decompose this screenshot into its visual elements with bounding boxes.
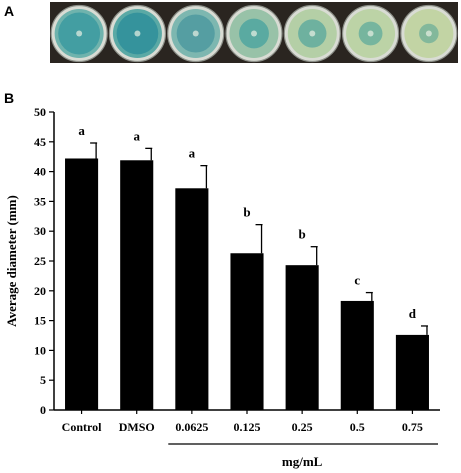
category-label: 0.5: [350, 420, 365, 434]
category-label: 0.125: [234, 420, 261, 434]
significance-letter: b: [299, 227, 306, 242]
category-label: DMSO: [119, 420, 155, 434]
bars: a a a b b c d: [65, 123, 429, 410]
bar: [340, 300, 374, 410]
petri-dish: [167, 4, 225, 63]
bar: [285, 265, 319, 410]
category-label: Control: [62, 420, 102, 434]
inoculum-plug: [76, 30, 83, 37]
significance-letter: a: [133, 128, 140, 143]
inoculum-plug: [134, 30, 141, 37]
petri-dish: [341, 4, 400, 63]
petri-dish: [283, 4, 341, 63]
y-tick-label: 30: [34, 224, 46, 238]
panel-b-label: B: [4, 90, 14, 106]
bar: [395, 334, 429, 410]
category-label: 0.25: [292, 420, 313, 434]
y-tick-label: 15: [34, 314, 46, 328]
y-tick-label: 10: [34, 343, 46, 357]
bar: [65, 158, 99, 410]
significance-letter: a: [78, 123, 85, 138]
y-tick-label: 25: [34, 254, 46, 268]
petri-dish: [50, 4, 108, 63]
petri-dish: [400, 4, 458, 63]
y-tick-label: 0: [40, 403, 46, 417]
y-tick-label: 40: [34, 165, 46, 179]
plates-photo: [50, 4, 458, 63]
x-axis-title: mg/mL: [282, 454, 323, 469]
significance-letter: d: [409, 306, 417, 321]
y-axis-title: Average diameter (mm): [4, 195, 19, 327]
y-tick-label: 5: [40, 373, 46, 387]
category-label: 0.75: [402, 420, 423, 434]
category-labels: Control DMSO 0.0625 0.125 0.25 0.5 0.75: [62, 410, 423, 434]
bar: [230, 253, 264, 410]
petri-dish: [108, 4, 167, 63]
significance-letter: c: [354, 273, 360, 288]
bar: [175, 188, 209, 410]
significance-letter: a: [189, 146, 196, 161]
inoculum-plug: [192, 30, 199, 37]
y-tick-label: 45: [34, 135, 46, 149]
inoculum-plug: [309, 30, 316, 37]
bar-chart: 0 5 10 15 20 25 30 35 40 45 50 a a a b b c d Control DMSO…: [4, 105, 440, 469]
bar: [120, 160, 154, 410]
category-label: 0.0625: [175, 420, 208, 434]
inoculum-plug: [251, 30, 257, 37]
panel-a-label: A: [4, 3, 14, 19]
y-tick-label: 50: [34, 105, 46, 119]
y-ticks: 0 5 10 15 20 25 30 35 40 45 50: [34, 105, 54, 417]
petri-dish: [225, 4, 283, 63]
inoculum-plug: [425, 30, 432, 37]
inoculum-plug: [367, 30, 374, 37]
significance-letter: b: [243, 205, 250, 220]
y-tick-label: 35: [34, 194, 46, 208]
y-tick-label: 20: [34, 284, 46, 298]
